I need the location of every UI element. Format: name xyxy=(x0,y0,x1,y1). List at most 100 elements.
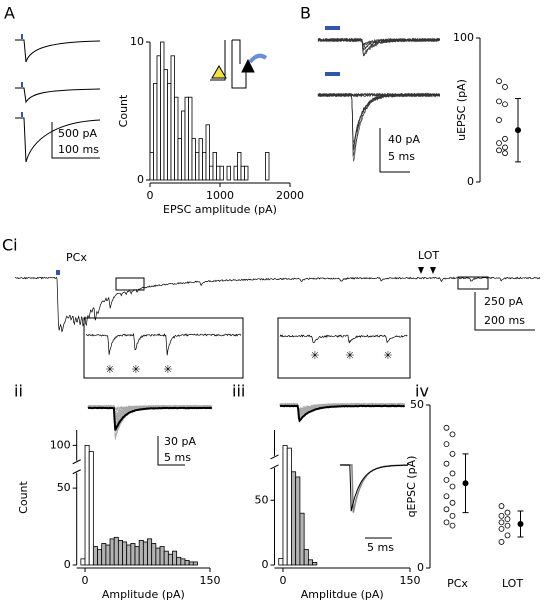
data-point xyxy=(443,519,450,526)
bar xyxy=(216,165,221,181)
data-point xyxy=(443,460,450,467)
mean-point xyxy=(517,520,524,527)
panel-label: ii xyxy=(14,382,23,401)
bar xyxy=(291,471,297,566)
bar xyxy=(160,41,165,181)
scale-bar xyxy=(379,128,410,173)
trace xyxy=(317,92,441,98)
bar xyxy=(147,538,153,566)
trace xyxy=(317,92,441,98)
y-tick-label: 0 xyxy=(467,175,474,188)
bar xyxy=(134,546,140,566)
bar xyxy=(153,83,158,181)
y-tick-label: 0 xyxy=(64,558,71,571)
trace xyxy=(279,404,405,423)
data-point xyxy=(502,84,508,90)
bar xyxy=(138,540,144,566)
bar xyxy=(105,544,111,566)
bar xyxy=(130,543,136,566)
trace xyxy=(317,92,440,162)
y-axis-label: Count xyxy=(117,94,130,127)
bar xyxy=(286,447,292,566)
data-point xyxy=(496,147,502,154)
bar xyxy=(209,165,214,181)
y-tick-label: 100 xyxy=(453,31,474,44)
bar xyxy=(240,165,245,181)
data-point xyxy=(443,493,450,500)
asterisk: ✳ xyxy=(310,349,319,362)
x-tick-label: PCx xyxy=(447,577,468,590)
scale-bar xyxy=(474,292,535,331)
error-cap xyxy=(462,453,469,514)
data-point xyxy=(498,525,505,532)
data-point xyxy=(498,539,505,545)
x-tick-label: 2000 xyxy=(276,189,304,202)
stim-arrow xyxy=(430,267,436,274)
scale-label: 40 pA xyxy=(388,133,420,146)
bar xyxy=(295,476,301,566)
y-tick-label: 0 xyxy=(262,558,269,571)
data-point xyxy=(498,519,505,526)
bar xyxy=(88,451,94,566)
scale-label: 100 ms xyxy=(58,143,99,156)
data-point xyxy=(449,483,456,490)
bar xyxy=(84,444,90,566)
zoom-box xyxy=(115,277,145,291)
panel-label: iii xyxy=(232,382,245,401)
data-point xyxy=(449,512,456,519)
trace xyxy=(317,92,440,156)
data-point xyxy=(504,516,511,522)
bar xyxy=(219,165,224,181)
data-point xyxy=(502,101,508,108)
trace-label: PCx xyxy=(66,251,87,264)
error-cap xyxy=(517,510,524,538)
scale-label: 5 ms xyxy=(164,451,191,464)
data-point xyxy=(449,499,456,506)
bar xyxy=(92,546,98,566)
bar xyxy=(80,558,86,566)
bar xyxy=(155,547,161,566)
bar xyxy=(122,541,128,566)
trace xyxy=(317,92,441,148)
error-cap xyxy=(515,97,521,163)
trace xyxy=(85,332,242,356)
bar xyxy=(244,165,249,181)
x-axis-label: Amplitude (pA) xyxy=(102,588,185,600)
trace xyxy=(14,276,541,333)
bar xyxy=(167,83,172,181)
bar xyxy=(307,559,314,566)
data-point xyxy=(498,503,505,509)
bar xyxy=(226,165,231,181)
y-tick-label: 10 xyxy=(130,35,144,48)
scale-bar xyxy=(157,436,185,466)
bar xyxy=(282,445,288,566)
bar xyxy=(176,556,182,566)
stimulus-bar xyxy=(56,270,60,275)
trace xyxy=(317,37,441,51)
bar xyxy=(181,110,186,181)
data-point xyxy=(443,477,450,483)
x-tick-label: 150 xyxy=(200,574,221,587)
bar xyxy=(303,549,309,566)
scale-bar xyxy=(51,122,100,159)
x-tick-label: 150 xyxy=(400,574,421,587)
x-tick-label: 0 xyxy=(147,189,154,202)
panel-label: Ci xyxy=(2,236,18,255)
bar xyxy=(174,96,179,181)
x-tick-label: 0 xyxy=(82,574,89,587)
mean-point xyxy=(462,480,469,487)
data-point xyxy=(449,431,456,438)
data-point xyxy=(443,424,450,431)
asterisk: ✳ xyxy=(383,349,392,362)
scale-label: 200 ms xyxy=(484,314,525,327)
bar xyxy=(163,69,168,181)
data-point xyxy=(504,509,511,516)
panel-label: iv xyxy=(415,382,429,401)
x-tick-label: 1000 xyxy=(206,189,234,202)
data-point xyxy=(443,441,450,448)
data-point xyxy=(502,135,508,142)
bar xyxy=(163,550,169,566)
bar xyxy=(142,541,148,566)
asterisk: ✳ xyxy=(105,363,114,376)
